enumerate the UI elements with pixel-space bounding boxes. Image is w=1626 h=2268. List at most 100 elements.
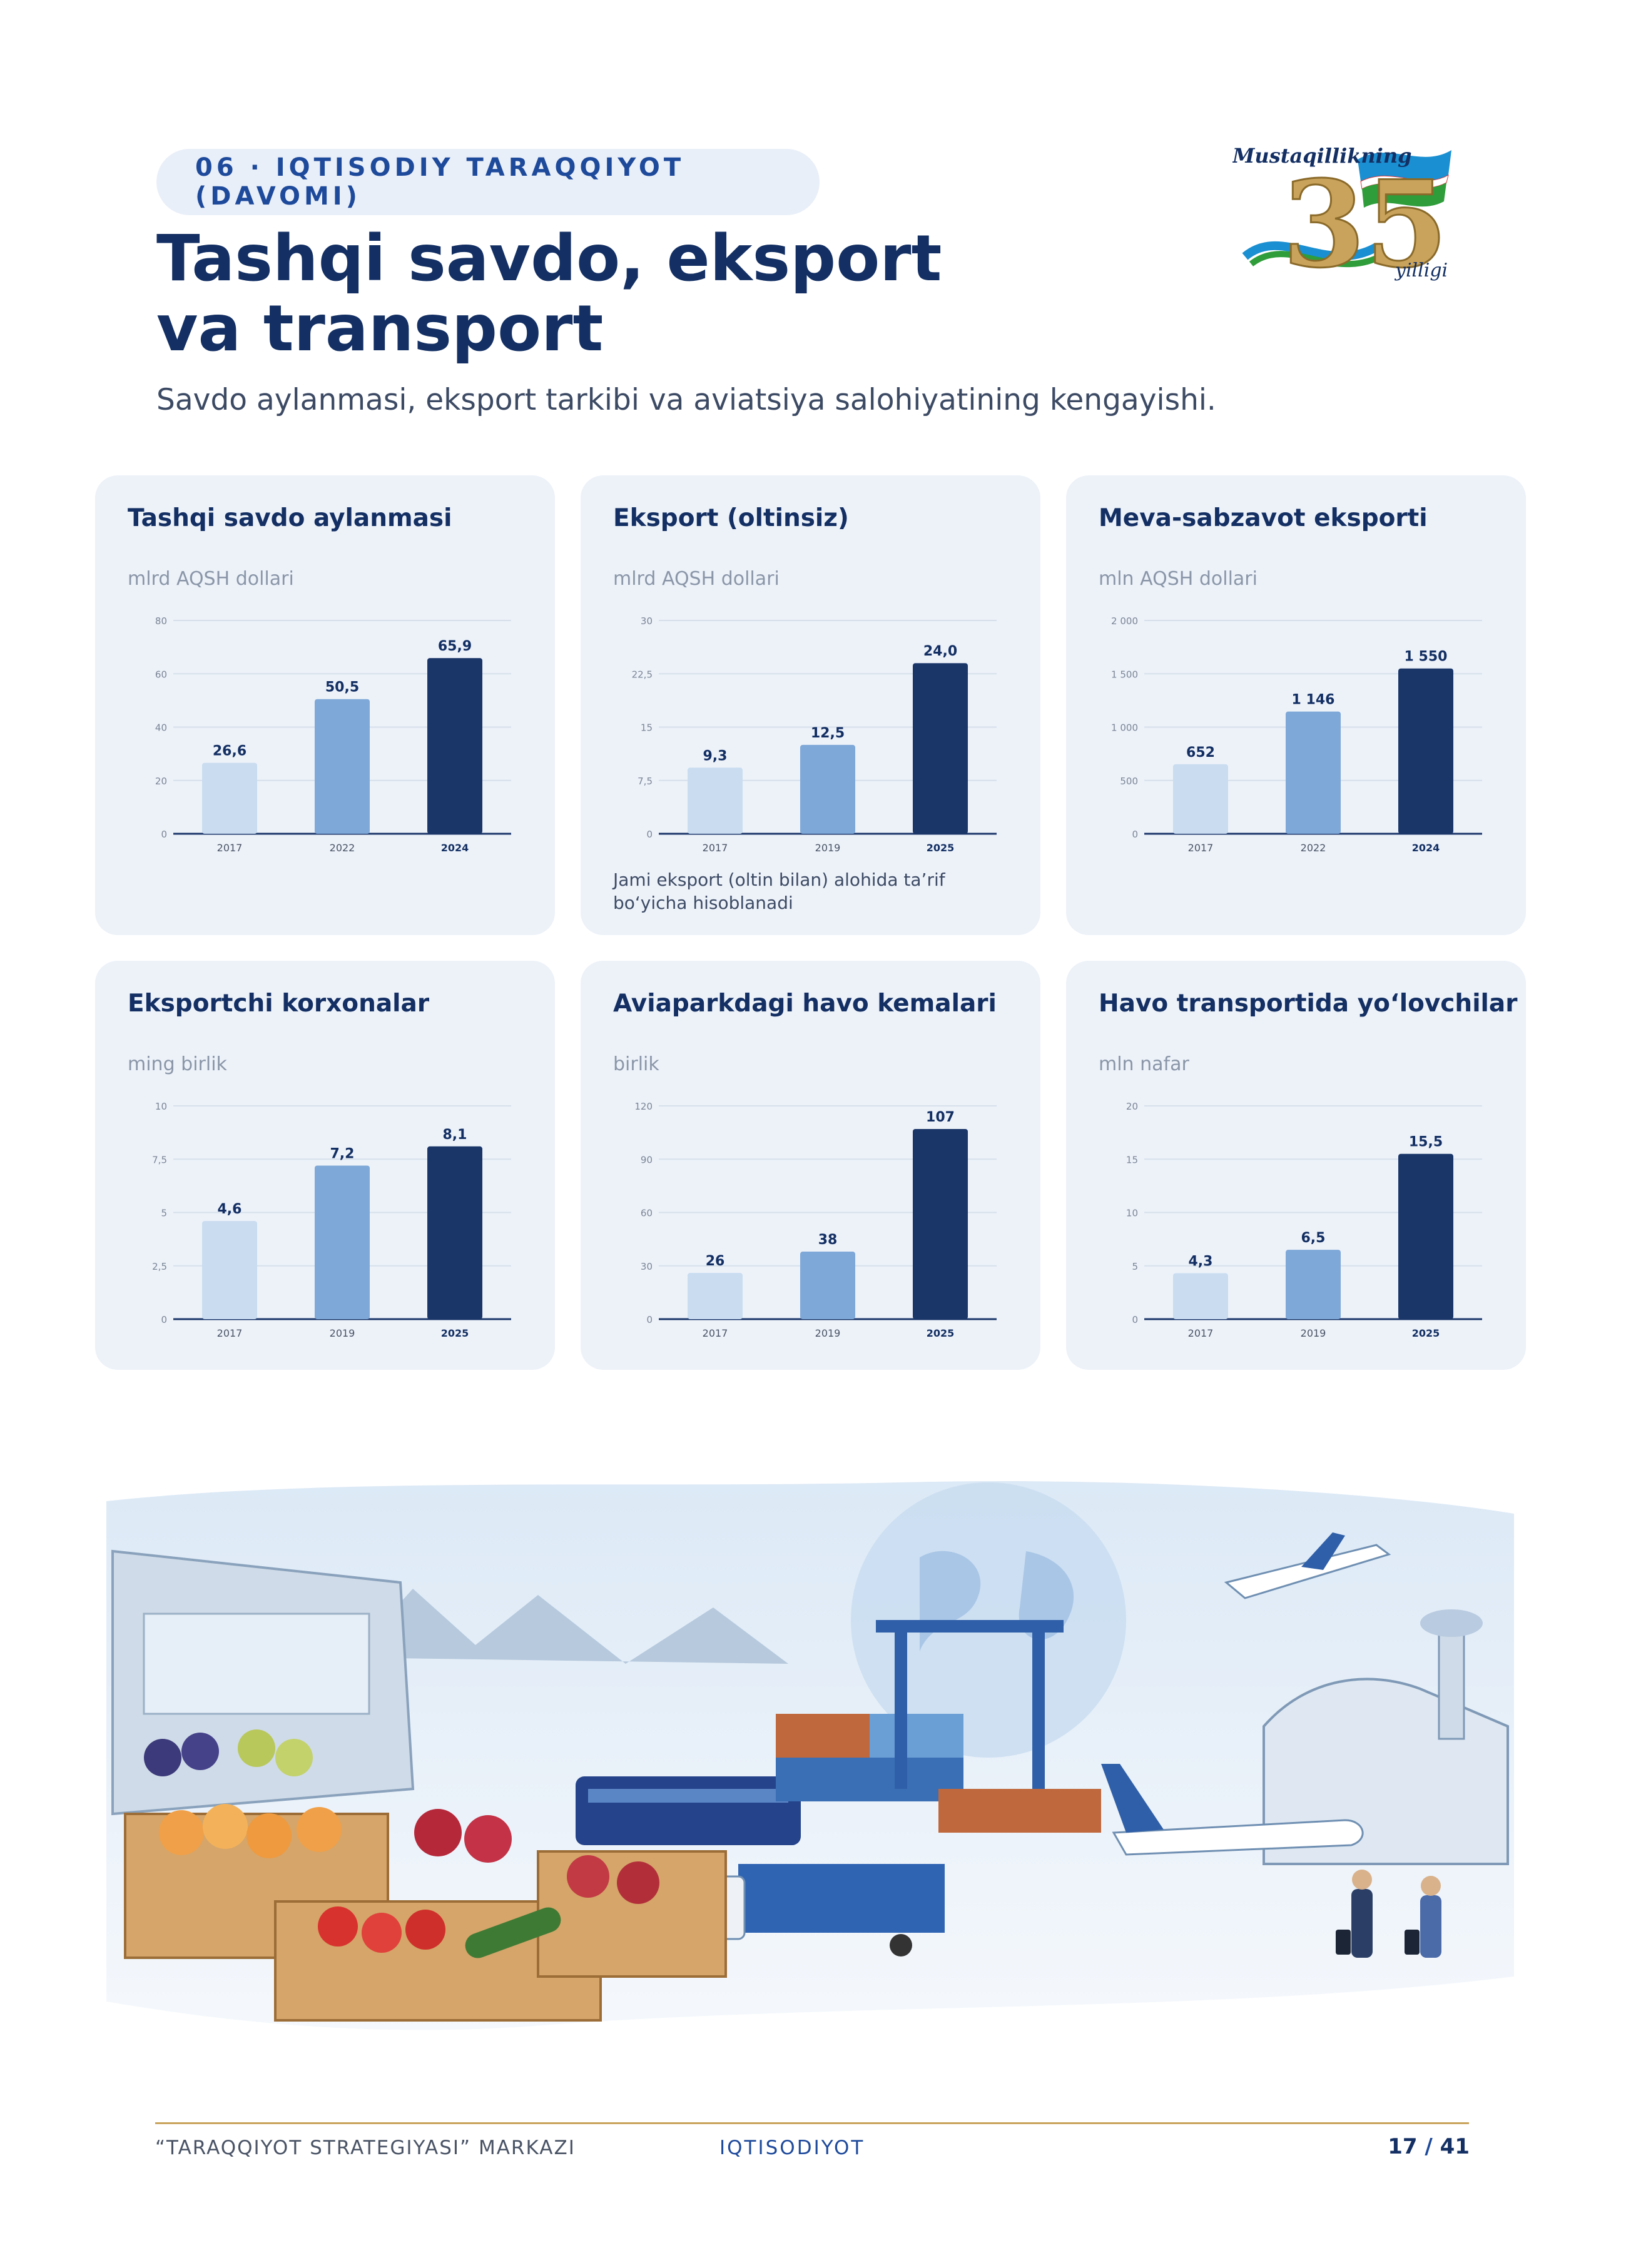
data-label: 8,1 (443, 1127, 467, 1143)
y-tick-label: 7,5 (152, 1154, 167, 1165)
y-tick-label: 10 (155, 1101, 167, 1112)
y-tick-label: 2 000 (1111, 615, 1138, 627)
chart-title: Tashqi savdo aylanmasi (128, 504, 452, 532)
x-tick-label: 2017 (703, 1327, 728, 1339)
chart-card-trade-turnover: Tashqi savdo aylanmasi mlrd AQSH dollari… (95, 475, 555, 935)
bar (688, 767, 743, 834)
data-label: 65,9 (438, 639, 472, 654)
bar (1286, 711, 1341, 834)
data-label: 24,0 (923, 644, 957, 659)
logo-top-text: Mustaqillikning (1232, 144, 1411, 168)
y-tick-label: 0 (161, 829, 167, 840)
x-tick-label: 2017 (217, 842, 243, 854)
fruit-icons (144, 1729, 659, 1958)
page-number: 17 / 41 (1388, 2134, 1470, 2159)
data-label: 50,5 (325, 680, 359, 696)
x-tick-label: 2024 (441, 842, 469, 854)
chart-card-air-passengers: Havo transportida yo‘lovchilar mln nafar… (1066, 961, 1526, 1370)
data-label: 12,5 (811, 726, 845, 741)
data-label: 9,3 (703, 748, 728, 764)
y-tick-label: 1 000 (1111, 722, 1138, 734)
bar (427, 1146, 482, 1319)
flag-ribbon-icon (1358, 150, 1451, 181)
y-tick-label: 0 (646, 1314, 653, 1325)
data-label: 1 550 (1405, 649, 1448, 665)
chart-title: Eksportchi korxonalar (128, 990, 430, 1018)
y-tick-label: 20 (1126, 1101, 1138, 1112)
x-tick-label: 2017 (1188, 842, 1214, 854)
chart-unit: birlik (613, 1053, 659, 1075)
bar (315, 699, 370, 834)
data-label: 1 146 (1292, 692, 1335, 708)
y-tick-label: 15 (1126, 1154, 1138, 1165)
truck-icon (738, 1864, 945, 1933)
y-tick-label: 120 (634, 1101, 653, 1112)
chart-unit: mln AQSH dollari (1099, 568, 1258, 590)
traveler-icons (1336, 1870, 1441, 1958)
y-tick-label: 30 (641, 1261, 653, 1272)
chart-unit: mlrd AQSH dollari (128, 568, 294, 590)
bar-chart: 0 20 40 60 80 26,6 2017 50,5 2022 65,9 2024 (155, 615, 511, 854)
bar (800, 1252, 855, 1319)
chart-card-export-non-gold: Eksport (oltinsiz) mlrd AQSH dollari 0 7,… (581, 475, 1040, 935)
y-tick-label: 1 500 (1111, 669, 1138, 680)
x-tick-label: 2022 (330, 842, 355, 854)
data-label: 26 (706, 1253, 725, 1269)
bar (1286, 1250, 1341, 1319)
anniversary-logo: 35 Mustaqillikning yilligi (1232, 144, 1451, 288)
page-total: 41 (1440, 2134, 1470, 2159)
x-tick-label: 2019 (815, 1327, 841, 1339)
chart-title: Aviaparkdagi havo kemalari (613, 990, 997, 1018)
page-title: Tashqi savdo, eksport va transport (156, 221, 942, 366)
section-label: 06 · IQTISODIY TARAQQIYOT (DAVOMI) (156, 149, 820, 215)
logo-bottom-text: yilligi (1394, 260, 1448, 281)
containers (776, 1758, 963, 1801)
bar-chart: 0 500 1 000 1 500 2 000 652 2017 1 146 2022 1 550… (1111, 615, 1482, 854)
x-tick-label: 2022 (1301, 842, 1326, 854)
data-label: 15,5 (1409, 1135, 1443, 1150)
y-tick-label: 0 (646, 829, 653, 840)
footer-section: IQTISODIYOT (719, 2137, 865, 2159)
bar-chart: 0 2,5 5 7,5 10 4,6 2017 7,2 2019 8,1 2025 (152, 1101, 511, 1339)
y-tick-label: 40 (155, 722, 167, 734)
bar (1173, 1273, 1228, 1319)
y-tick-label: 5 (1132, 1261, 1138, 1272)
y-tick-label: 20 (155, 776, 167, 787)
footer-organization: “TARAQQIYOT STRATEGIYASI” MARKAZI (155, 2137, 576, 2159)
chart-unit: mln nafar (1099, 1053, 1189, 1075)
footer-divider (155, 2122, 1469, 2124)
x-tick-label: 2025 (1412, 1327, 1440, 1339)
x-tick-label: 2019 (330, 1327, 355, 1339)
chart-card-exporting-enterprises: Eksportchi korxonalar ming birlik 0 2,5 5 7… (95, 961, 555, 1370)
y-tick-label: 90 (641, 1154, 653, 1165)
x-tick-label: 2025 (927, 1327, 955, 1339)
data-label: 6,5 (1301, 1230, 1326, 1246)
bar (1398, 1153, 1453, 1319)
y-tick-label: 2,5 (152, 1261, 167, 1272)
bar (315, 1165, 370, 1319)
x-tick-label: 2025 (927, 842, 955, 854)
y-tick-label: 7,5 (638, 776, 653, 787)
bar (427, 658, 482, 834)
y-tick-label: 60 (155, 669, 167, 680)
bar (1398, 668, 1453, 834)
data-label: 38 (818, 1232, 838, 1248)
data-label: 7,2 (330, 1146, 355, 1162)
chart-unit: mlrd AQSH dollari (613, 568, 780, 590)
y-tick-label: 60 (641, 1208, 653, 1219)
airplane-ground-icon (1112, 1819, 1364, 1856)
x-tick-label: 2017 (1188, 1327, 1214, 1339)
x-tick-label: 2017 (703, 842, 728, 854)
y-tick-label: 80 (155, 615, 167, 627)
train-icon (576, 1776, 801, 1845)
bar-chart: 0 7,5 15 22,5 30 9,3 2017 12,5 2019 24,0 2025 (632, 615, 997, 854)
y-tick-label: 0 (1132, 829, 1138, 840)
x-tick-label: 2017 (217, 1327, 243, 1339)
logistics-illustration (106, 1481, 1514, 2030)
y-tick-label: 5 (161, 1208, 167, 1219)
page-subtitle: Savdo aylanmasi, eksport tarkibi va avia… (156, 383, 1216, 417)
x-tick-label: 2019 (1301, 1327, 1326, 1339)
chart-title: Eksport (oltinsiz) (613, 504, 849, 532)
bar (202, 762, 257, 834)
bar-chart: 0 30 60 90 120 26 2017 38 2019 107 2025 (634, 1101, 997, 1339)
